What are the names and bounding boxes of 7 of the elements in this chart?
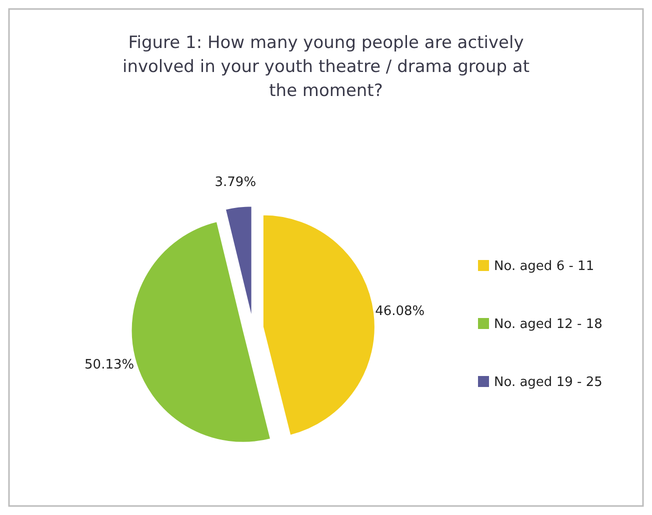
legend-label: No. aged 6 - 11 xyxy=(494,259,594,274)
data-label: 3.79% xyxy=(214,175,256,190)
data-label: 46.08% xyxy=(375,304,425,319)
data-label: 50.13% xyxy=(84,358,134,372)
legend-label: No. aged 19 - 25 xyxy=(494,375,602,390)
chart-title: Figure 1: How many young people are actively involved in your youth theatre / drama group at the moment? xyxy=(122,33,530,101)
legend-label: No. aged 12 - 18 xyxy=(494,317,602,332)
